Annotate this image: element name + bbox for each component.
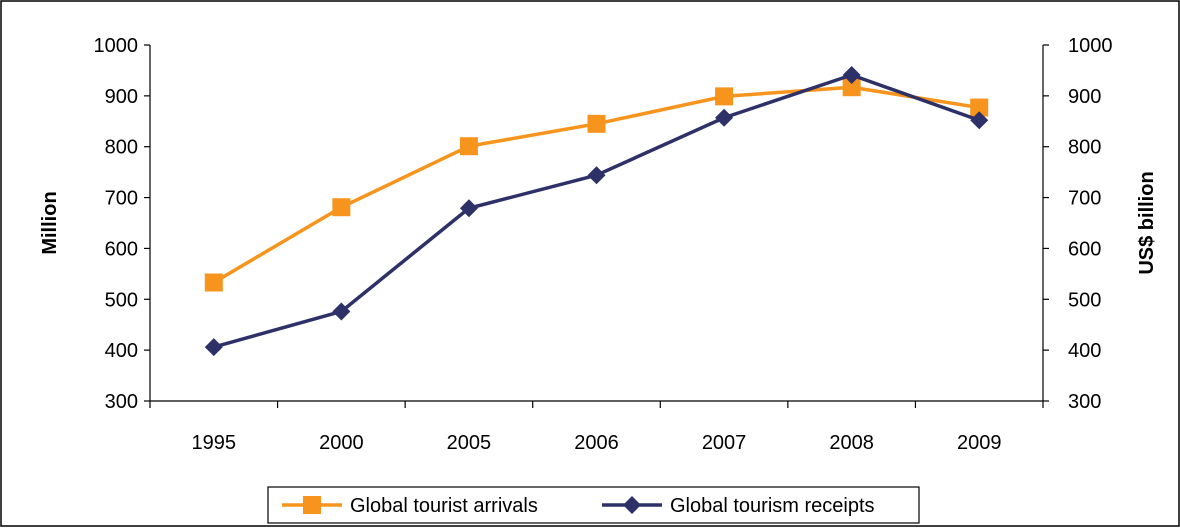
data-point-square xyxy=(332,198,351,217)
data-point-square xyxy=(459,137,478,156)
x-tick-label: 2006 xyxy=(574,432,619,454)
legend-marker-diamond xyxy=(623,496,641,514)
data-point-diamond xyxy=(587,166,606,185)
legend-marker-square xyxy=(303,496,321,514)
x-tick-label: 2005 xyxy=(447,432,492,454)
legend-label: Global tourist arrivals xyxy=(350,495,538,517)
data-point-diamond xyxy=(715,108,734,127)
data-point-diamond xyxy=(332,302,351,321)
y-left-tick-label: 500 xyxy=(105,289,138,311)
y-right-tick-label: 700 xyxy=(1068,188,1101,210)
data-point-square xyxy=(970,98,989,117)
axes: 300 400 500 600 700 800 900 1000 300 400 500 600 700… xyxy=(39,35,1158,454)
y-left-tick-label: 900 xyxy=(105,86,138,108)
data-point-square xyxy=(842,78,861,97)
data-point-diamond xyxy=(842,66,861,85)
y-right-tick-label: 300 xyxy=(1068,391,1101,413)
legend-box xyxy=(267,486,920,524)
data-point-diamond xyxy=(204,338,223,357)
y-left-tick-label: 600 xyxy=(105,238,138,260)
y-left-tick-label: 700 xyxy=(105,188,138,210)
data-point-square xyxy=(587,114,606,133)
y-right-tick-label: 800 xyxy=(1068,137,1101,159)
x-tick-label: 2008 xyxy=(829,432,874,454)
x-tick-label: 2000 xyxy=(319,432,364,454)
y-right-axis-title: US$ billion xyxy=(1136,171,1158,274)
data-point-square xyxy=(204,273,223,292)
y-right-tick-label: 400 xyxy=(1068,340,1101,362)
x-tick-label: 2007 xyxy=(702,432,747,454)
y-left-tick-label: 800 xyxy=(105,137,138,159)
y-left-tick-label: 300 xyxy=(105,391,138,413)
y-left-tick-label: 1000 xyxy=(94,35,139,57)
data-point-diamond xyxy=(459,199,478,218)
legend-label: Global tourism receipts xyxy=(670,495,875,517)
y-left-tick-label: 400 xyxy=(105,340,138,362)
y-right-tick-label: 500 xyxy=(1068,289,1101,311)
data-point-square xyxy=(715,87,734,106)
x-tick-label: 1995 xyxy=(192,432,237,454)
series-layer xyxy=(204,66,989,357)
y-left-axis-title: Million xyxy=(39,191,61,254)
y-right-tick-label: 1000 xyxy=(1068,35,1113,57)
data-point-diamond xyxy=(970,111,989,130)
y-right-tick-label: 900 xyxy=(1068,86,1101,108)
legend: Global tourist arrivals Global tourism re… xyxy=(267,486,920,524)
y-right-tick-label: 600 xyxy=(1068,238,1101,260)
x-tick-label: 2009 xyxy=(957,432,1002,454)
